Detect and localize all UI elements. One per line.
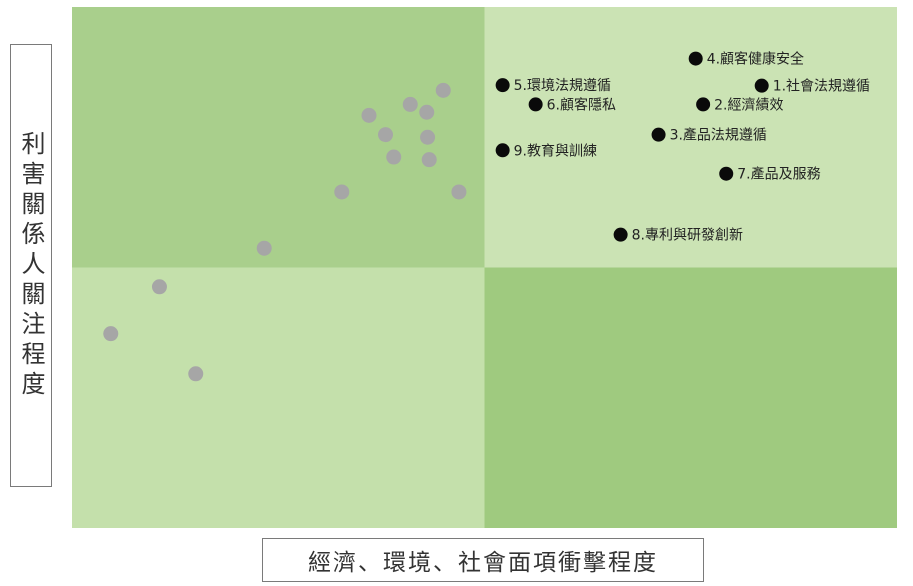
other-point [334, 184, 350, 200]
highlighted-points-group: 1.社會法規遵循 2.經濟績效 3.產品法規遵循 4.顧客健康安全 5.環境法規遵循 6.… [495, 51, 870, 244]
point-label: 8.專利與研發創新 [632, 228, 743, 244]
other-point [451, 184, 467, 200]
point-label: 6.顧客隱私 [547, 96, 616, 113]
point-label: 3.產品法規遵循 [670, 127, 767, 144]
quadrant-top-right [484, 7, 897, 268]
x-axis-label: 經濟、環境、社會面項衝擊程度 [308, 550, 658, 576]
other-point [402, 96, 418, 112]
highlighted-point [754, 78, 769, 93]
other-point [256, 240, 272, 256]
other-point [188, 366, 204, 382]
point-label: 2.經濟績效 [714, 97, 783, 113]
highlighted-point [495, 143, 510, 158]
point-label: 9.教育與訓練 [514, 143, 597, 159]
other-point [421, 152, 437, 168]
quadrant-top-left [72, 7, 485, 268]
y-axis-label: 利害關係人關注程度 [17, 130, 45, 401]
other-point [386, 149, 402, 165]
x-axis-label-box: 經濟、環境、社會面項衝擊程度 [262, 538, 704, 582]
point-label: 1.社會法規遵循 [773, 78, 870, 95]
quadrant-bottom-right [484, 267, 897, 528]
other-point [435, 82, 451, 98]
highlighted-point [528, 97, 543, 112]
other-points-group [103, 82, 467, 382]
other-point [419, 104, 435, 120]
y-axis-label-box: 利害關係人關注程度 [10, 44, 52, 487]
other-point [378, 127, 393, 143]
other-point [151, 279, 167, 295]
other-point [420, 129, 436, 145]
point-label: 4.顧客健康安全 [707, 51, 804, 68]
point-label: 5.環境法規遵循 [514, 77, 611, 94]
other-point [361, 107, 377, 123]
quadrant-bottom-left [72, 267, 485, 528]
highlighted-point [688, 51, 703, 66]
highlighted-point [613, 227, 628, 242]
other-point [103, 326, 119, 342]
point-label: 7.產品及服務 [737, 166, 820, 183]
highlighted-point [719, 166, 734, 181]
highlighted-point [651, 127, 666, 142]
highlighted-point [495, 78, 510, 93]
highlighted-point [696, 97, 711, 112]
